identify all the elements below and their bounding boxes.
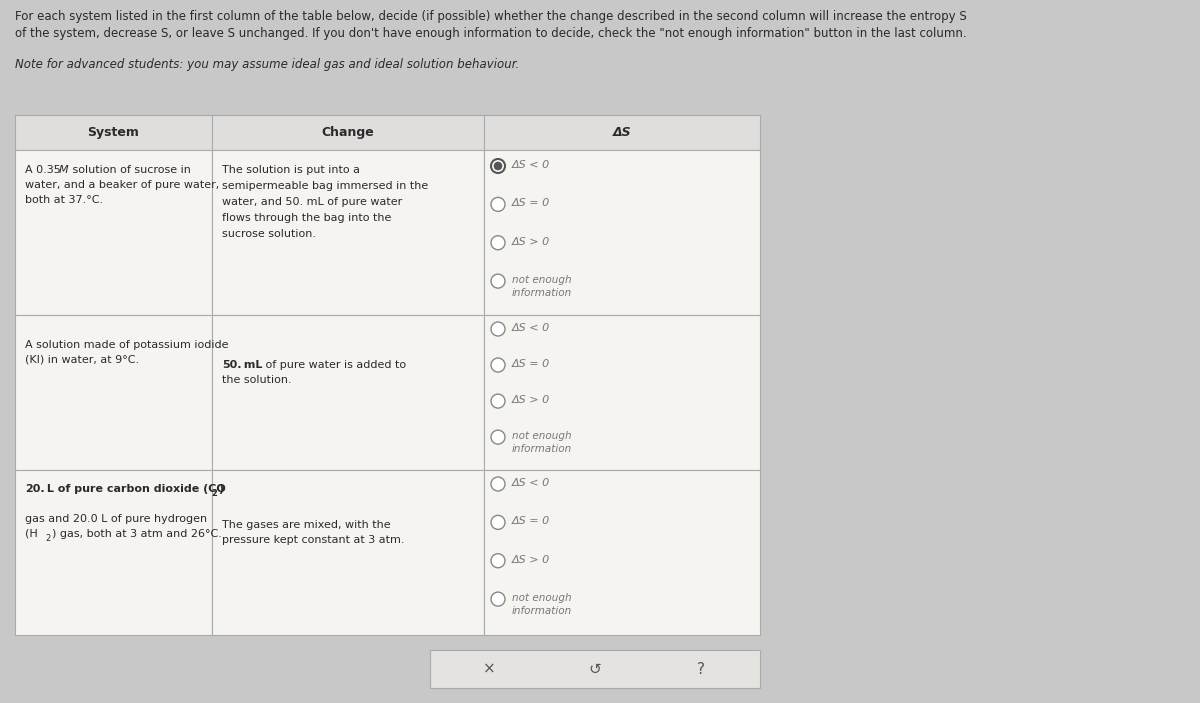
Text: ↺: ↺ — [589, 662, 601, 676]
Text: 50.: 50. — [222, 360, 241, 370]
Circle shape — [494, 162, 502, 170]
Text: not enough: not enough — [512, 275, 571, 285]
Text: of pure water is added to: of pure water is added to — [262, 360, 406, 370]
Text: 2: 2 — [46, 534, 50, 543]
Text: semipermeable bag immersed in the: semipermeable bag immersed in the — [222, 181, 428, 191]
Text: not enough: not enough — [512, 431, 571, 441]
Text: pressure kept constant at 3 atm.: pressure kept constant at 3 atm. — [222, 535, 404, 545]
Text: ΔS: ΔS — [613, 126, 631, 139]
Text: 20.: 20. — [25, 484, 44, 494]
Circle shape — [491, 274, 505, 288]
Text: solution of sucrose in: solution of sucrose in — [70, 165, 191, 175]
Text: ?: ? — [696, 662, 704, 676]
Text: Note for advanced students: you may assume ideal gas and ideal solution behaviou: Note for advanced students: you may assu… — [14, 58, 520, 71]
Circle shape — [491, 592, 505, 606]
Text: For each system listed in the first column of the table below, decide (if possib: For each system listed in the first colu… — [14, 10, 967, 23]
Text: ΔS = 0: ΔS = 0 — [512, 359, 551, 369]
Circle shape — [491, 159, 505, 173]
Text: water, and 50. mL of pure water: water, and 50. mL of pure water — [222, 197, 402, 207]
Bar — [14, 115, 212, 150]
Circle shape — [491, 322, 505, 336]
Text: of the system, decrease S, or leave S unchanged. If you don't have enough inform: of the system, decrease S, or leave S un… — [14, 27, 967, 40]
Text: information: information — [512, 288, 572, 298]
Text: A 0.35: A 0.35 — [25, 165, 61, 175]
Text: ×: × — [484, 662, 496, 676]
Text: ΔS = 0: ΔS = 0 — [512, 198, 551, 208]
Text: ΔS < 0: ΔS < 0 — [512, 160, 551, 170]
Text: gas and 20.0 L of pure hydrogen: gas and 20.0 L of pure hydrogen — [25, 514, 208, 524]
Text: A solution made of potassium iodide: A solution made of potassium iodide — [25, 340, 228, 350]
Bar — [14, 470, 212, 635]
Text: ) gas, both at 3 atm and 26°C.: ) gas, both at 3 atm and 26°C. — [52, 529, 222, 539]
Text: Change: Change — [322, 126, 374, 139]
Circle shape — [491, 198, 505, 212]
Bar — [212, 470, 484, 635]
Bar — [484, 115, 760, 150]
Circle shape — [491, 430, 505, 444]
Text: ΔS > 0: ΔS > 0 — [512, 237, 551, 247]
Circle shape — [491, 515, 505, 529]
Text: ): ) — [218, 484, 223, 494]
Bar — [212, 115, 484, 150]
Bar — [14, 150, 212, 315]
Bar — [212, 150, 484, 315]
Circle shape — [491, 394, 505, 408]
Text: information: information — [512, 606, 572, 616]
Text: water, and a beaker of pure water,: water, and a beaker of pure water, — [25, 180, 220, 190]
Bar — [212, 315, 484, 470]
Text: (H: (H — [25, 529, 37, 539]
Text: sucrose solution.: sucrose solution. — [222, 229, 316, 239]
Circle shape — [491, 358, 505, 372]
Text: System: System — [88, 126, 139, 139]
Text: The solution is put into a: The solution is put into a — [222, 165, 360, 175]
Text: flows through the bag into the: flows through the bag into the — [222, 213, 391, 223]
Text: L of pure carbon dioxide (CO: L of pure carbon dioxide (CO — [43, 484, 226, 494]
Circle shape — [491, 554, 505, 568]
Bar — [484, 315, 760, 470]
Circle shape — [491, 236, 505, 250]
Text: ΔS = 0: ΔS = 0 — [512, 517, 551, 527]
Text: both at 37.°C.: both at 37.°C. — [25, 195, 103, 205]
Bar — [14, 315, 212, 470]
Text: mL: mL — [240, 360, 263, 370]
Text: (KI) in water, at 9°C.: (KI) in water, at 9°C. — [25, 355, 139, 365]
Text: ΔS > 0: ΔS > 0 — [512, 395, 551, 405]
Bar — [484, 470, 760, 635]
Text: ΔS < 0: ΔS < 0 — [512, 478, 551, 488]
Text: the solution.: the solution. — [222, 375, 292, 385]
Text: 2: 2 — [211, 489, 217, 498]
Text: ΔS > 0: ΔS > 0 — [512, 555, 551, 565]
Text: information: information — [512, 444, 572, 454]
Bar — [484, 150, 760, 315]
Text: M: M — [59, 165, 68, 175]
Circle shape — [491, 477, 505, 491]
Text: not enough: not enough — [512, 593, 571, 603]
Text: The gases are mixed, with the: The gases are mixed, with the — [222, 520, 391, 530]
Bar — [430, 650, 760, 688]
Text: ΔS < 0: ΔS < 0 — [512, 323, 551, 333]
